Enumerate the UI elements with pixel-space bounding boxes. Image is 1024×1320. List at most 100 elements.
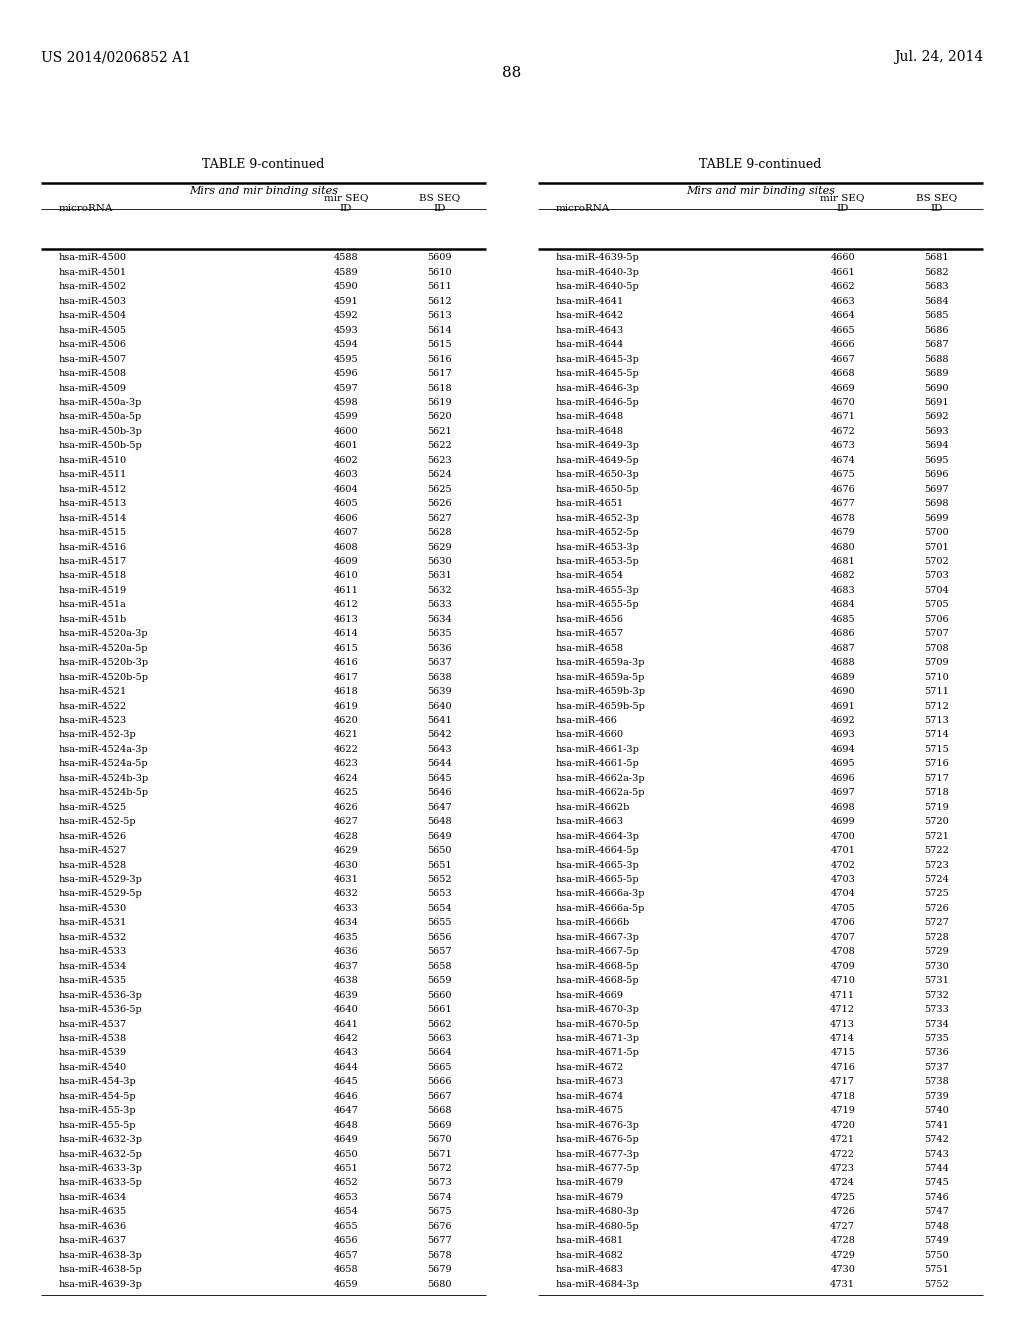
Text: hsa-miR-4650-5p: hsa-miR-4650-5p xyxy=(555,484,639,494)
Text: 5679: 5679 xyxy=(427,1265,452,1274)
Text: 5651: 5651 xyxy=(427,861,452,870)
Text: 4593: 4593 xyxy=(334,326,358,335)
Text: TABLE 9-continued: TABLE 9-continued xyxy=(699,158,821,172)
Text: hsa-miR-4666a-3p: hsa-miR-4666a-3p xyxy=(555,890,645,899)
Text: hsa-miR-4639-3p: hsa-miR-4639-3p xyxy=(58,1279,142,1288)
Text: hsa-miR-4532: hsa-miR-4532 xyxy=(58,933,127,941)
Text: 4612: 4612 xyxy=(334,601,358,610)
Text: hsa-miR-4526: hsa-miR-4526 xyxy=(58,832,127,841)
Text: 4650: 4650 xyxy=(334,1150,358,1159)
Text: hsa-miR-451a: hsa-miR-451a xyxy=(58,601,127,610)
Text: 4601: 4601 xyxy=(334,441,358,450)
Text: 5655: 5655 xyxy=(427,919,452,928)
Text: hsa-miR-4637: hsa-miR-4637 xyxy=(58,1237,127,1245)
Text: 5642: 5642 xyxy=(427,730,452,739)
Text: hsa-miR-4650-3p: hsa-miR-4650-3p xyxy=(555,470,639,479)
Text: hsa-miR-4674: hsa-miR-4674 xyxy=(555,1092,624,1101)
Text: 4600: 4600 xyxy=(334,426,358,436)
Text: hsa-miR-4535: hsa-miR-4535 xyxy=(58,977,127,985)
Text: 4592: 4592 xyxy=(334,312,358,321)
Text: hsa-miR-4524a-3p: hsa-miR-4524a-3p xyxy=(58,744,148,754)
Text: hsa-miR-4665-3p: hsa-miR-4665-3p xyxy=(555,861,639,870)
Text: hsa-miR-4520a-3p: hsa-miR-4520a-3p xyxy=(58,630,148,639)
Text: hsa-miR-4528: hsa-miR-4528 xyxy=(58,861,127,870)
Text: 5615: 5615 xyxy=(427,341,452,350)
Text: 5628: 5628 xyxy=(427,528,452,537)
Text: 5636: 5636 xyxy=(427,644,452,652)
Text: 5741: 5741 xyxy=(924,1121,948,1130)
Text: 5625: 5625 xyxy=(427,484,452,494)
Text: 5631: 5631 xyxy=(427,572,452,581)
Text: 5676: 5676 xyxy=(427,1222,452,1230)
Text: 4639: 4639 xyxy=(334,990,358,999)
Text: hsa-miR-4634: hsa-miR-4634 xyxy=(58,1193,127,1203)
Text: hsa-miR-4524b-5p: hsa-miR-4524b-5p xyxy=(58,788,148,797)
Text: 5737: 5737 xyxy=(924,1063,948,1072)
Text: 4603: 4603 xyxy=(334,470,358,479)
Text: hsa-miR-4653-5p: hsa-miR-4653-5p xyxy=(555,557,639,566)
Text: 4631: 4631 xyxy=(334,875,358,884)
Text: 5614: 5614 xyxy=(427,326,452,335)
Text: 4649: 4649 xyxy=(334,1135,358,1144)
Text: hsa-miR-451b: hsa-miR-451b xyxy=(58,615,127,624)
Text: 5622: 5622 xyxy=(427,441,452,450)
Text: hsa-miR-450b-3p: hsa-miR-450b-3p xyxy=(58,426,142,436)
Text: 4664: 4664 xyxy=(830,312,855,321)
Text: 5609: 5609 xyxy=(427,253,452,263)
Text: 5705: 5705 xyxy=(924,601,948,610)
Text: 4630: 4630 xyxy=(334,861,358,870)
Text: 5735: 5735 xyxy=(924,1034,948,1043)
Text: 5635: 5635 xyxy=(427,630,452,639)
Text: 5720: 5720 xyxy=(924,817,948,826)
Text: hsa-miR-4510: hsa-miR-4510 xyxy=(58,455,127,465)
Text: BS SEQ
ID: BS SEQ ID xyxy=(419,193,460,213)
Text: hsa-miR-4512: hsa-miR-4512 xyxy=(58,484,127,494)
Text: 5734: 5734 xyxy=(924,1019,948,1028)
Text: 5668: 5668 xyxy=(427,1106,452,1115)
Text: 4659: 4659 xyxy=(334,1279,358,1288)
Text: 4670: 4670 xyxy=(830,399,855,407)
Text: hsa-miR-4540: hsa-miR-4540 xyxy=(58,1063,127,1072)
Text: 4689: 4689 xyxy=(830,673,855,681)
Text: 5699: 5699 xyxy=(924,513,948,523)
Text: hsa-miR-4664-3p: hsa-miR-4664-3p xyxy=(555,832,639,841)
Text: hsa-miR-4658: hsa-miR-4658 xyxy=(555,644,624,652)
Text: hsa-miR-4520b-3p: hsa-miR-4520b-3p xyxy=(58,659,148,667)
Text: hsa-miR-4513: hsa-miR-4513 xyxy=(58,499,127,508)
Text: 4706: 4706 xyxy=(830,919,855,928)
Text: 4599: 4599 xyxy=(334,412,358,421)
Text: hsa-miR-4668-5p: hsa-miR-4668-5p xyxy=(555,977,639,985)
Text: 5732: 5732 xyxy=(924,990,948,999)
Text: 4673: 4673 xyxy=(830,441,855,450)
Text: 4653: 4653 xyxy=(334,1193,358,1203)
Text: 5700: 5700 xyxy=(924,528,948,537)
Text: hsa-miR-4653-3p: hsa-miR-4653-3p xyxy=(555,543,639,552)
Text: 4598: 4598 xyxy=(334,399,358,407)
Text: 4728: 4728 xyxy=(830,1237,855,1245)
Text: microRNA: microRNA xyxy=(555,203,610,213)
Text: hsa-miR-4523: hsa-miR-4523 xyxy=(58,715,127,725)
Text: 5747: 5747 xyxy=(924,1208,948,1217)
Text: hsa-miR-4659a-5p: hsa-miR-4659a-5p xyxy=(555,673,645,681)
Text: hsa-miR-4538: hsa-miR-4538 xyxy=(58,1034,127,1043)
Text: 4660: 4660 xyxy=(830,253,855,263)
Text: hsa-miR-4652-5p: hsa-miR-4652-5p xyxy=(555,528,639,537)
Text: 4611: 4611 xyxy=(334,586,358,595)
Text: hsa-miR-4683: hsa-miR-4683 xyxy=(555,1265,624,1274)
Text: 5736: 5736 xyxy=(924,1048,948,1057)
Text: 4715: 4715 xyxy=(830,1048,855,1057)
Text: hsa-miR-450b-5p: hsa-miR-450b-5p xyxy=(58,441,142,450)
Text: 4731: 4731 xyxy=(830,1279,855,1288)
Text: 5611: 5611 xyxy=(427,282,452,292)
Text: hsa-miR-4643: hsa-miR-4643 xyxy=(555,326,624,335)
Text: 4698: 4698 xyxy=(830,803,855,812)
Text: 4609: 4609 xyxy=(334,557,358,566)
Text: hsa-miR-4644: hsa-miR-4644 xyxy=(555,341,624,350)
Text: 5689: 5689 xyxy=(924,370,948,378)
Text: microRNA: microRNA xyxy=(58,203,114,213)
Text: hsa-miR-4665-5p: hsa-miR-4665-5p xyxy=(555,875,639,884)
Text: 5745: 5745 xyxy=(924,1179,948,1188)
Text: 4719: 4719 xyxy=(830,1106,855,1115)
Text: hsa-miR-4529-5p: hsa-miR-4529-5p xyxy=(58,890,142,899)
Text: 5656: 5656 xyxy=(427,933,452,941)
